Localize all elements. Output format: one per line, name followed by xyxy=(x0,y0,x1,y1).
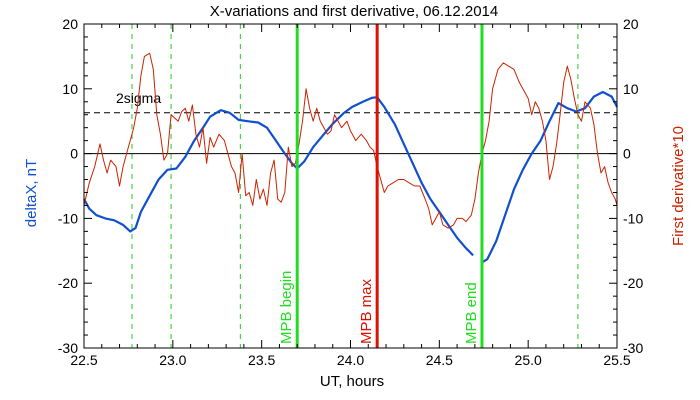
y-tick-label-left-1: -20 xyxy=(58,275,78,291)
x-tick-label-0: 22.5 xyxy=(70,352,97,368)
x-tick-label-3: 24.0 xyxy=(337,352,364,368)
y-tick-label-right-0: -30 xyxy=(623,340,643,356)
deltax-series-segment-0 xyxy=(83,96,474,257)
y-tick-label-right-5: 20 xyxy=(623,16,639,32)
x-tick-label-2: 23.5 xyxy=(248,352,275,368)
x-tick-label-4: 24.5 xyxy=(426,352,453,368)
y-tick-label-left-4: 10 xyxy=(62,81,78,97)
mpb-label-0: MPB begin xyxy=(278,271,295,344)
x-tick-label-5: 25.0 xyxy=(515,352,542,368)
x-axis-label: UT, hours xyxy=(320,373,384,390)
y-axis-right-label: First derivative*10 xyxy=(670,126,687,246)
y-axis-left-label: deltaX, nT xyxy=(23,159,40,227)
y-tick-label-right-4: 10 xyxy=(623,81,639,97)
x-tick-label-1: 23.0 xyxy=(159,352,186,368)
plot-frame xyxy=(83,23,618,349)
mpb-label-2: MPB end xyxy=(463,282,480,344)
y-tick-label-right-2: -10 xyxy=(623,210,643,226)
y-tick-label-right-3: 0 xyxy=(623,146,631,162)
derivative-series-segment-0 xyxy=(83,52,618,229)
x-tick-label-6: 25.5 xyxy=(603,352,630,368)
y-tick-label-left-2: -10 xyxy=(58,210,78,226)
chart-title: X-variations and first derivative, 06.12… xyxy=(210,3,499,20)
y-tick-label-left-3: 0 xyxy=(70,146,78,162)
y-tick-label-left-0: -30 xyxy=(58,340,78,356)
y-tick-label-left-5: 20 xyxy=(62,16,78,32)
deltax-series-segment-1 xyxy=(481,90,618,264)
y-tick-label-right-1: -20 xyxy=(623,275,643,291)
mpb-label-1: MPB max xyxy=(358,278,375,344)
